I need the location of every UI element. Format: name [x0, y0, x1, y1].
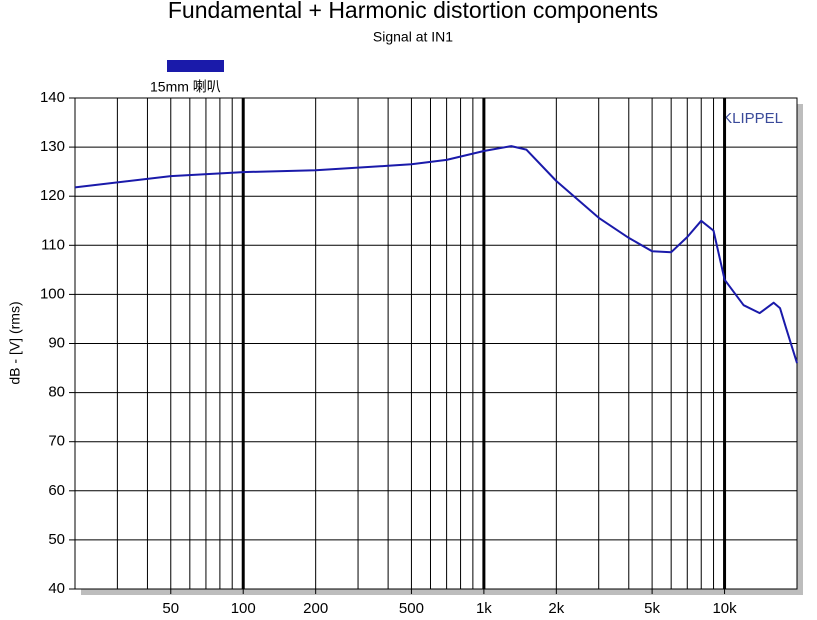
y-tick-label: 90: [48, 334, 65, 351]
x-tick-label: 50: [162, 600, 179, 617]
x-tick-label: 5k: [644, 600, 660, 617]
x-tick-label: 100: [231, 600, 256, 617]
legend-swatch: [167, 60, 224, 72]
chart-subtitle: Signal at IN1: [373, 29, 453, 45]
legend-label: 15mm 喇叭: [150, 79, 221, 95]
x-tick-label: 2k: [548, 600, 564, 617]
y-tick-label: 60: [48, 482, 65, 499]
x-tick-label: 200: [303, 600, 328, 617]
y-tick-label: 100: [40, 285, 65, 302]
x-tick-label: 10k: [712, 600, 737, 617]
y-tick-label: 110: [41, 236, 65, 253]
x-tick-label: 1k: [476, 600, 492, 617]
y-tick-label: 40: [48, 580, 65, 597]
y-tick-label: 50: [48, 531, 65, 548]
y-tick-label: 120: [40, 187, 65, 204]
y-tick-label: 70: [48, 433, 65, 450]
chart-title: Fundamental + Harmonic distortion compon…: [168, 0, 658, 23]
y-tick-label: 80: [48, 384, 65, 401]
watermark: KLIPPEL: [722, 110, 783, 127]
y-axis-label: dB - [V] (rms): [7, 301, 23, 384]
y-tick-label: 140: [40, 89, 65, 106]
y-tick-label: 130: [40, 138, 65, 155]
x-tick-label: 500: [399, 600, 424, 617]
series-line: [74, 145, 798, 364]
